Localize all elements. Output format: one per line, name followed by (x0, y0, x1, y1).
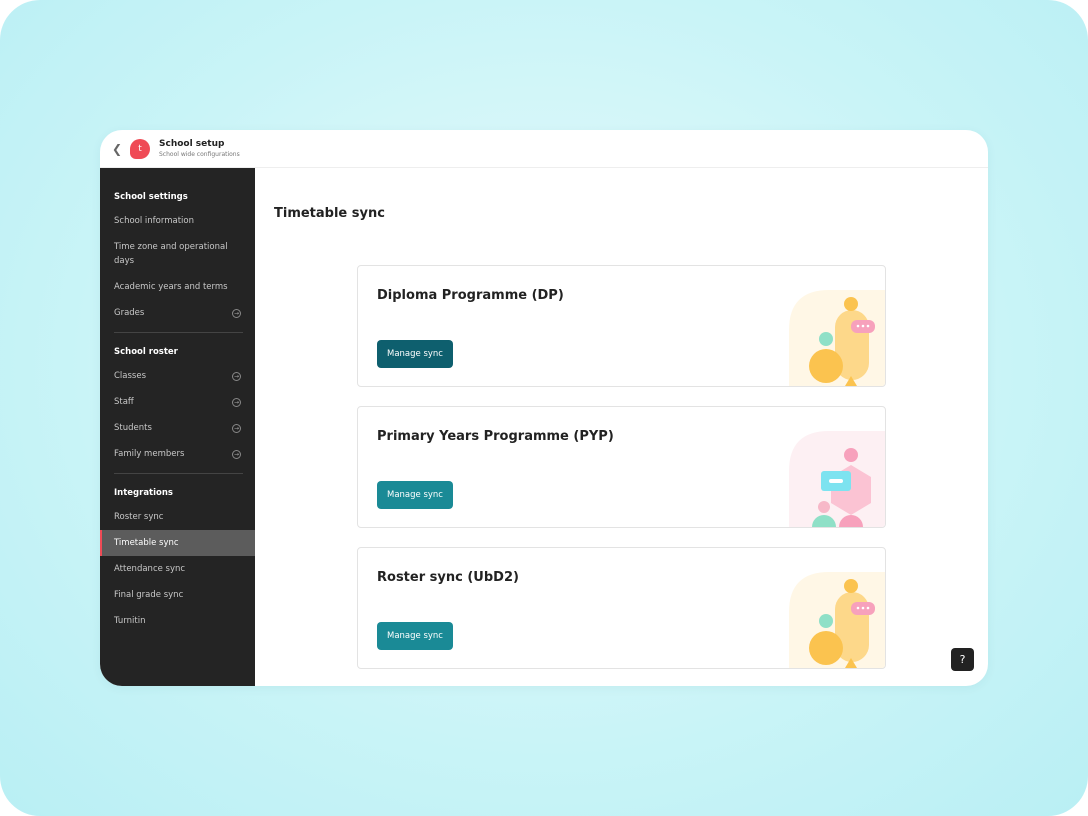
sidebar-divider (114, 473, 243, 474)
arrow-circle-icon: → (232, 397, 241, 407)
sidebar-item-label: Turnitin (114, 616, 146, 626)
arrow-circle-icon: → (232, 449, 241, 459)
sidebar-item[interactable]: Turnitin (100, 608, 255, 634)
page-title: Timetable sync (274, 206, 385, 221)
header: ❮ t School setup School wide configurati… (100, 130, 988, 168)
header-subtitle: School wide configurations (159, 151, 240, 158)
manage-sync-button[interactable]: Manage sync (377, 481, 453, 509)
sidebar-item-label: Staff (114, 397, 134, 407)
program-card: Primary Years Programme (PYP) Manage sync (357, 406, 886, 528)
sidebar-item-label: Academic years and terms (114, 282, 228, 292)
card-title: Diploma Programme (DP) (377, 288, 564, 303)
sidebar-section-title: Integrations (114, 488, 173, 498)
sidebar-item[interactable]: Final grade sync (100, 582, 255, 608)
sidebar-item-label: Family members (114, 449, 185, 459)
arrow-circle-icon: → (232, 423, 241, 433)
card-title: Primary Years Programme (PYP) (377, 429, 614, 444)
main-content: Timetable sync Diploma Programme (DP) Man… (255, 168, 988, 686)
sidebar-item[interactable]: Roster sync (100, 504, 255, 530)
sidebar-item-label: Students (114, 423, 152, 433)
sidebar-divider (114, 332, 243, 333)
sidebar-item-label: School information (114, 216, 194, 226)
sidebar-item[interactable]: Academic years and terms (100, 274, 255, 300)
sidebar-item[interactable]: Students → (100, 415, 255, 441)
app-window: ❮ t School setup School wide configurati… (100, 130, 988, 686)
sidebar-item-label: Grades (114, 308, 145, 318)
sidebar: School settings School information Time zo… (100, 168, 255, 686)
arrow-circle-icon: → (232, 308, 241, 318)
sidebar-item-label: Roster sync (114, 512, 164, 522)
illustration (789, 431, 885, 527)
illustration (789, 572, 885, 668)
manage-sync-button[interactable]: Manage sync (377, 622, 453, 650)
sidebar-section-title: School roster (114, 347, 178, 357)
sidebar-item-label: Attendance sync (114, 564, 186, 574)
sidebar-item[interactable]: Staff → (100, 389, 255, 415)
header-title: School setup (159, 139, 225, 149)
sidebar-item[interactable]: Time zone and operational days (100, 234, 255, 274)
manage-sync-button[interactable]: Manage sync (377, 340, 453, 368)
sidebar-item-label: Time zone and operational days (114, 242, 228, 266)
sidebar-item-label: Final grade sync (114, 590, 184, 600)
sidebar-item[interactable]: Attendance sync (100, 556, 255, 582)
card-title: Roster sync (UbD2) (377, 570, 519, 585)
arrow-circle-icon: → (232, 371, 241, 381)
sidebar-item[interactable]: Timetable sync (100, 530, 255, 556)
sidebar-item-label: Timetable sync (114, 538, 179, 548)
back-icon[interactable]: ❮ (112, 141, 123, 156)
sidebar-item[interactable]: Grades → (100, 300, 255, 326)
help-button[interactable]: ? (951, 648, 974, 671)
program-card: Diploma Programme (DP) Manage sync (357, 265, 886, 387)
logo: t (130, 138, 150, 159)
sidebar-section-title: School settings (114, 192, 188, 202)
program-card: Roster sync (UbD2) Manage sync (357, 547, 886, 669)
sidebar-item[interactable]: Classes → (100, 363, 255, 389)
sidebar-item[interactable]: School information (100, 208, 255, 234)
sidebar-item-label: Classes (114, 371, 147, 381)
sidebar-item[interactable]: Family members → (100, 441, 255, 467)
illustration (789, 290, 885, 386)
